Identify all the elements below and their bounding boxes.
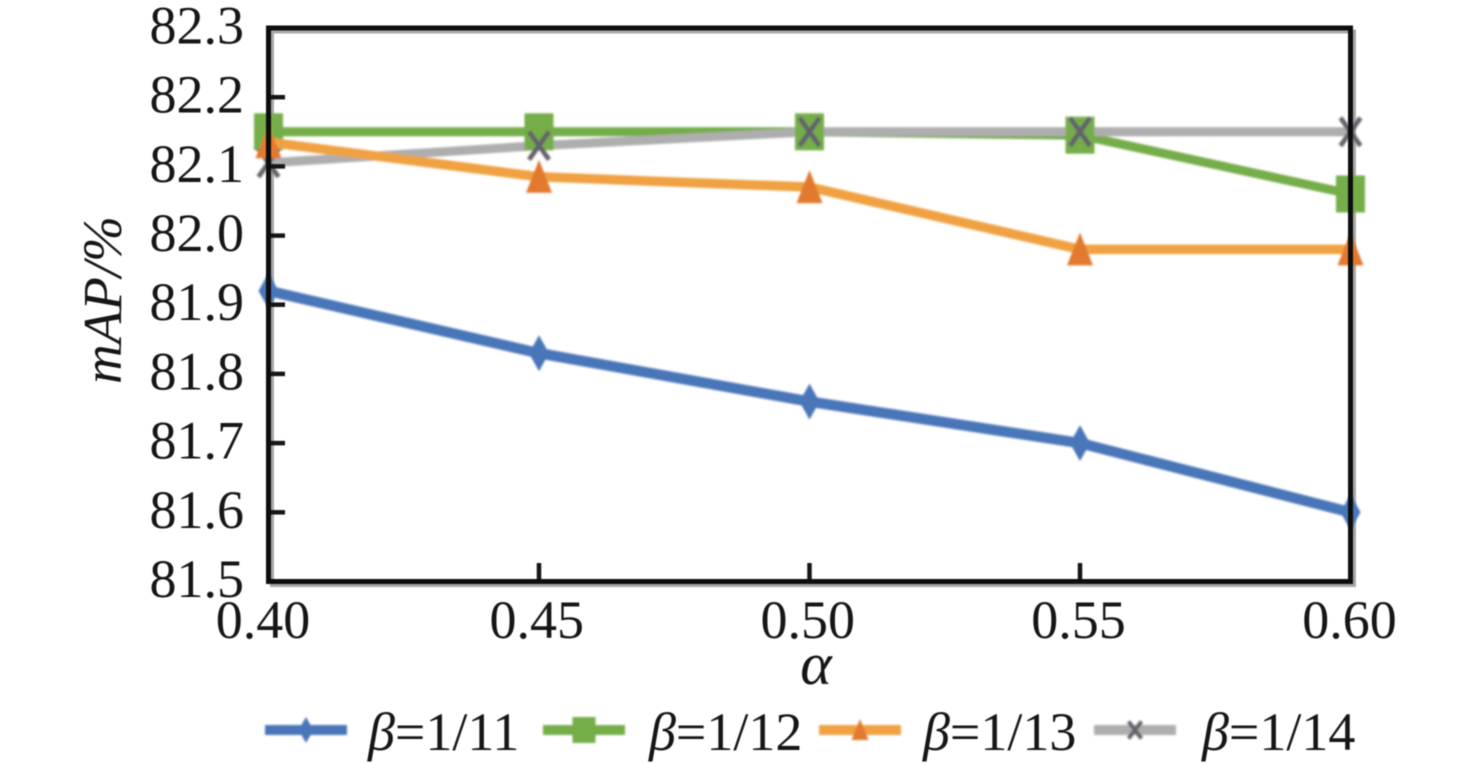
svg-text:β=1/11: β=1/11 [367, 702, 519, 762]
svg-text:82.3: 82.3 [150, 0, 245, 56]
svg-text:mAP/%: mAP/% [72, 216, 133, 384]
svg-text:81.6: 81.6 [150, 480, 245, 540]
svg-text:α: α [800, 631, 833, 697]
svg-text:0.60: 0.60 [1302, 590, 1397, 650]
svg-text:0.55: 0.55 [1031, 590, 1126, 650]
svg-text:β=1/12: β=1/12 [648, 702, 802, 762]
svg-text:β=1/14: β=1/14 [1201, 702, 1355, 762]
svg-text:82.0: 82.0 [150, 203, 245, 263]
svg-text:82.1: 82.1 [150, 134, 245, 194]
svg-text:81.8: 81.8 [150, 341, 245, 401]
svg-text:0.45: 0.45 [490, 590, 585, 650]
svg-text:0.40: 0.40 [216, 590, 311, 650]
svg-text:81.7: 81.7 [150, 411, 245, 471]
svg-text:0.50: 0.50 [761, 590, 856, 650]
svg-text:82.2: 82.2 [150, 65, 245, 125]
svg-text:81.5: 81.5 [150, 549, 245, 609]
svg-text:81.9: 81.9 [150, 272, 245, 332]
svg-text:β=1/13: β=1/13 [922, 702, 1076, 762]
